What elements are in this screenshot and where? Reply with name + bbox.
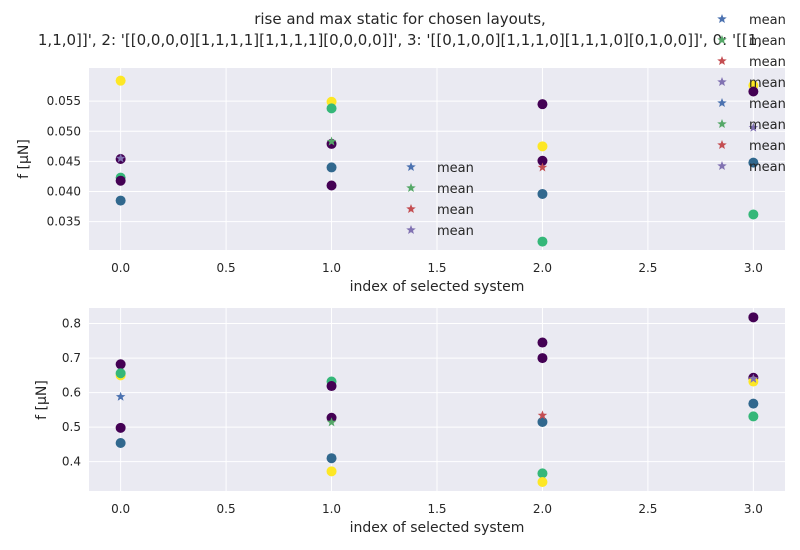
legend-star-icon	[406, 183, 416, 193]
chart-title-line1: rise and max static for chosen layouts,	[254, 10, 546, 28]
x-axis-label: index of selected system	[350, 520, 525, 536]
x-tick-label: 3.0	[744, 261, 763, 275]
legend-star-icon	[717, 119, 727, 129]
mean-marker	[115, 153, 126, 163]
legend-label: mean	[749, 118, 786, 133]
legend-label: mean	[437, 203, 474, 218]
legend-star-icon	[717, 35, 727, 45]
mean-marker	[537, 410, 548, 420]
data-point	[748, 376, 759, 387]
x-tick-label: 1.0	[322, 502, 341, 516]
data-point	[537, 236, 548, 247]
mean-marker	[748, 373, 759, 383]
legend-star-icon	[717, 98, 727, 108]
x-tick-label: 2.5	[638, 261, 657, 275]
y-tick-label: 0.6	[62, 386, 81, 400]
mean-marker	[537, 162, 548, 172]
data-point	[748, 86, 759, 97]
x-tick-label: 1.5	[427, 502, 446, 516]
data-point	[326, 180, 337, 191]
data-point	[326, 103, 337, 114]
data-point	[748, 411, 759, 422]
data-point	[537, 99, 548, 110]
data-point	[326, 381, 337, 392]
legend-label: mean	[749, 34, 786, 49]
legend-label: mean	[749, 55, 786, 70]
legend-star-icon	[717, 161, 727, 171]
x-tick-label: 1.0	[322, 261, 341, 275]
data-point	[537, 155, 548, 166]
legend-star-icon	[406, 225, 416, 235]
data-point	[537, 477, 548, 488]
legend-star-icon	[406, 204, 416, 214]
legend-label: mean	[437, 224, 474, 239]
x-tick-label: 2.0	[533, 502, 552, 516]
data-point	[537, 188, 548, 199]
x-tick-label: 2.5	[638, 502, 657, 516]
data-point	[115, 422, 126, 433]
data-point	[537, 141, 548, 152]
legend-star-icon	[406, 162, 416, 172]
x-tick-label: 0.0	[111, 261, 130, 275]
data-point	[537, 416, 548, 427]
data-point	[537, 337, 548, 348]
data-point	[115, 368, 126, 379]
legend-star-icon	[717, 56, 727, 66]
data-point	[115, 438, 126, 449]
data-point	[748, 312, 759, 323]
legend-star-icon	[717, 77, 727, 87]
mean-marker	[326, 417, 337, 427]
x-tick-label: 0.5	[217, 502, 236, 516]
mean-marker	[115, 391, 126, 401]
data-point	[748, 157, 759, 168]
data-point	[537, 353, 548, 364]
figure-legend: mean mean mean mean mean mean mean mean	[717, 13, 786, 175]
legend-star-icon	[717, 140, 727, 150]
data-point	[115, 175, 126, 186]
bottom-subplot: 0.0 0.5 1.0 1.5 2.0 2.5 3.0 0.4 0.5 0.6 0.7 0.8 inde…	[34, 308, 785, 536]
mean-marker	[326, 136, 337, 146]
y-tick-label: 0.050	[47, 124, 81, 138]
axes-legend: mean mean mean mean	[406, 161, 474, 239]
y-tick-label: 0.045	[47, 154, 81, 168]
legend-label: mean	[749, 76, 786, 91]
y-tick-label: 0.4	[62, 455, 81, 469]
mean-marker	[748, 122, 759, 132]
data-point	[748, 209, 759, 220]
legend-label: mean	[437, 161, 474, 176]
data-point	[115, 75, 126, 86]
data-point	[115, 359, 126, 370]
y-tick-label: 0.7	[62, 351, 81, 365]
legend-label: mean	[749, 139, 786, 154]
x-tick-label: 1.5	[427, 261, 446, 275]
data-point	[326, 466, 337, 477]
data-point	[326, 453, 337, 464]
x-tick-label: 2.0	[533, 261, 552, 275]
legend-label: mean	[749, 97, 786, 112]
data-point	[326, 162, 337, 173]
y-axis-label: f [μN]	[16, 139, 32, 179]
data-point	[115, 195, 126, 206]
legend-label: mean	[437, 182, 474, 197]
y-tick-label: 0.040	[47, 185, 81, 199]
chart-title-line2: 1,1,0]]', 2: '[[0,0,0,0][1,1,1,1][1,1,1,…	[38, 31, 762, 49]
x-axis-label: index of selected system	[350, 279, 525, 295]
y-tick-label: 0.055	[47, 94, 81, 108]
x-tick-label: 3.0	[744, 502, 763, 516]
legend-star-icon	[717, 14, 727, 24]
y-tick-label: 0.5	[62, 420, 81, 434]
y-tick-label: 0.8	[62, 317, 81, 331]
legend-label: mean	[749, 160, 786, 175]
data-point	[537, 468, 548, 479]
x-tick-label: 0.0	[111, 502, 130, 516]
data-point	[748, 398, 759, 409]
legend-label: mean	[749, 13, 786, 28]
x-tick-label: 0.5	[217, 261, 236, 275]
top-subplot: 0.0 0.5 1.0 1.5 2.0 2.5 3.0 0.035 0.040 0.045 0.05…	[16, 68, 785, 295]
y-axis-label: f [μN]	[34, 380, 50, 420]
y-tick-label: 0.035	[47, 215, 81, 229]
